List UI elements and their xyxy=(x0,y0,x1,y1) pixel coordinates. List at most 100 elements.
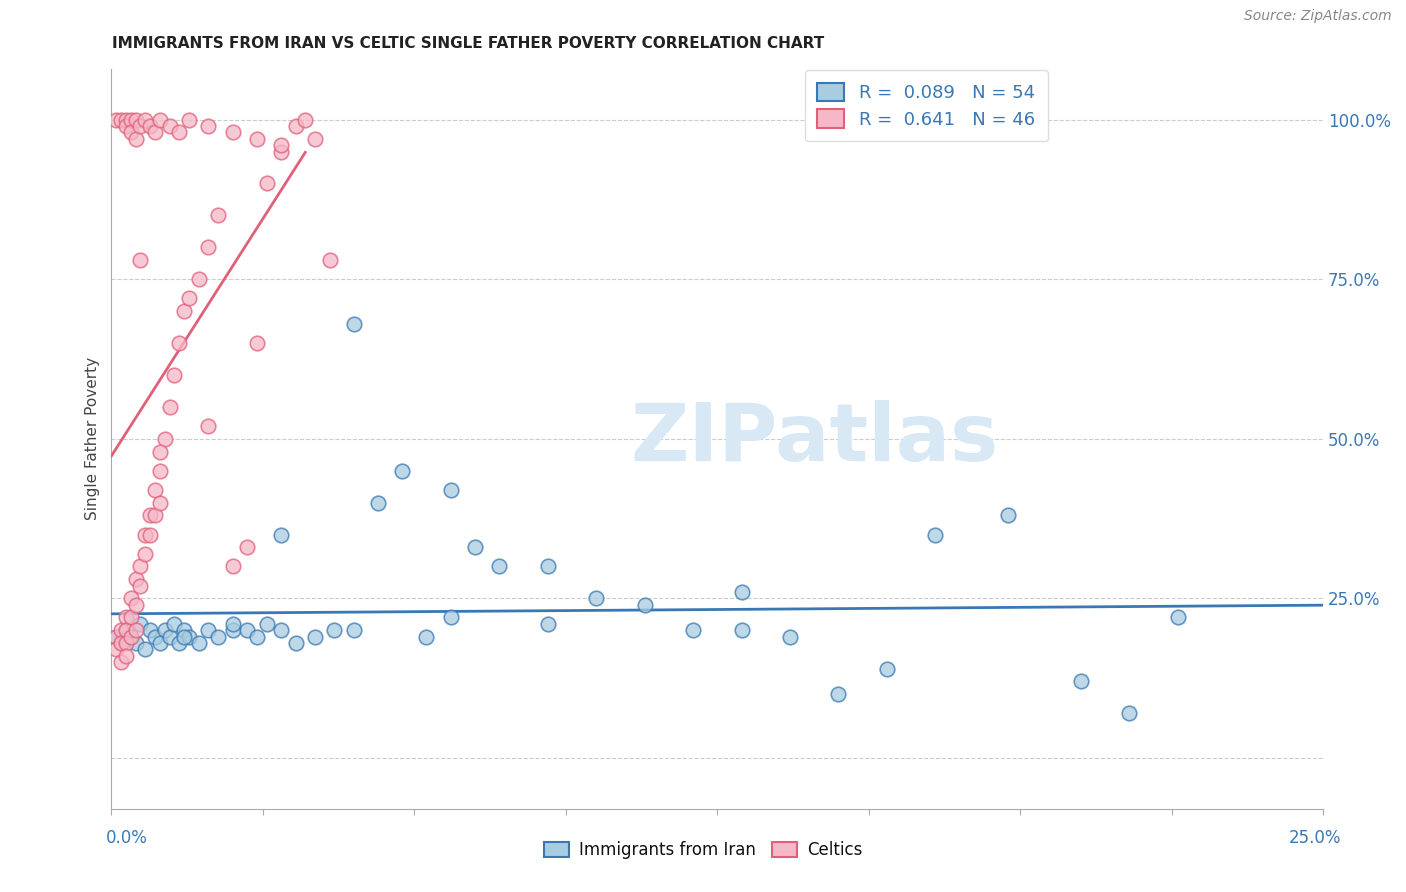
Point xyxy=(124,624,146,638)
Point xyxy=(730,585,752,599)
Point xyxy=(115,648,138,663)
Point xyxy=(187,272,209,286)
Point xyxy=(197,119,219,133)
Point xyxy=(139,119,162,133)
Point xyxy=(153,432,176,446)
Point xyxy=(197,419,219,434)
Point xyxy=(159,400,181,414)
Point xyxy=(134,112,156,127)
Point xyxy=(221,125,243,139)
Point xyxy=(105,112,128,127)
Point xyxy=(139,624,162,638)
Point xyxy=(120,591,142,606)
Point xyxy=(318,253,340,268)
Point xyxy=(169,336,191,351)
Point xyxy=(585,591,607,606)
Point xyxy=(169,125,191,139)
Point xyxy=(143,508,166,523)
Point xyxy=(270,145,292,159)
Point xyxy=(110,636,132,650)
Point xyxy=(236,624,259,638)
Point xyxy=(197,240,219,254)
Point xyxy=(129,616,152,631)
Point xyxy=(246,132,269,146)
Point xyxy=(284,636,307,650)
Legend: R =  0.089   N = 54, R =  0.641   N = 46: R = 0.089 N = 54, R = 0.641 N = 46 xyxy=(804,70,1047,141)
Point xyxy=(143,630,166,644)
Point xyxy=(1070,674,1092,689)
Point xyxy=(464,541,486,555)
Point xyxy=(110,636,132,650)
Point xyxy=(143,483,166,497)
Legend: Immigrants from Iran, Celtics: Immigrants from Iran, Celtics xyxy=(537,835,869,866)
Point xyxy=(149,636,172,650)
Point xyxy=(177,630,200,644)
Point xyxy=(440,610,463,624)
Point xyxy=(110,624,132,638)
Point xyxy=(730,624,752,638)
Point xyxy=(159,630,181,644)
Text: ZIPatlas: ZIPatlas xyxy=(630,400,998,478)
Point xyxy=(163,368,186,382)
Point xyxy=(110,112,132,127)
Point xyxy=(304,132,326,146)
Point xyxy=(149,112,172,127)
Text: IMMIGRANTS FROM IRAN VS CELTIC SINGLE FATHER POVERTY CORRELATION CHART: IMMIGRANTS FROM IRAN VS CELTIC SINGLE FA… xyxy=(112,36,825,51)
Point xyxy=(153,624,176,638)
Point xyxy=(536,616,558,631)
Point xyxy=(827,687,849,701)
Text: 0.0%: 0.0% xyxy=(105,829,148,847)
Point xyxy=(197,624,219,638)
Point xyxy=(304,630,326,644)
Point xyxy=(343,317,366,331)
Point xyxy=(256,177,278,191)
Point xyxy=(115,624,138,638)
Point xyxy=(105,630,128,644)
Point xyxy=(173,630,195,644)
Point xyxy=(124,598,146,612)
Point xyxy=(115,112,138,127)
Point xyxy=(1118,706,1140,721)
Point xyxy=(284,119,307,133)
Point xyxy=(120,112,142,127)
Y-axis label: Single Father Poverty: Single Father Poverty xyxy=(86,357,100,520)
Point xyxy=(924,527,946,541)
Point xyxy=(159,119,181,133)
Point xyxy=(110,655,132,669)
Point xyxy=(124,572,146,586)
Point xyxy=(177,112,200,127)
Point xyxy=(129,559,152,574)
Point xyxy=(115,610,138,624)
Point xyxy=(997,508,1019,523)
Point xyxy=(246,630,269,644)
Point xyxy=(149,464,172,478)
Point xyxy=(876,662,898,676)
Point xyxy=(120,125,142,139)
Point xyxy=(173,304,195,318)
Point xyxy=(124,132,146,146)
Point xyxy=(129,578,152,592)
Point xyxy=(246,336,269,351)
Point xyxy=(115,636,138,650)
Point xyxy=(779,630,801,644)
Point xyxy=(105,630,128,644)
Point xyxy=(143,125,166,139)
Point xyxy=(294,112,316,127)
Point xyxy=(236,541,259,555)
Point xyxy=(270,527,292,541)
Point xyxy=(488,559,510,574)
Point xyxy=(149,495,172,509)
Point xyxy=(120,610,142,624)
Point xyxy=(124,636,146,650)
Point xyxy=(391,464,413,478)
Point xyxy=(134,642,156,657)
Point xyxy=(221,559,243,574)
Point xyxy=(173,624,195,638)
Point xyxy=(682,624,704,638)
Point xyxy=(120,630,142,644)
Point xyxy=(139,527,162,541)
Point xyxy=(129,253,152,268)
Point xyxy=(633,598,655,612)
Point xyxy=(124,112,146,127)
Point xyxy=(343,624,366,638)
